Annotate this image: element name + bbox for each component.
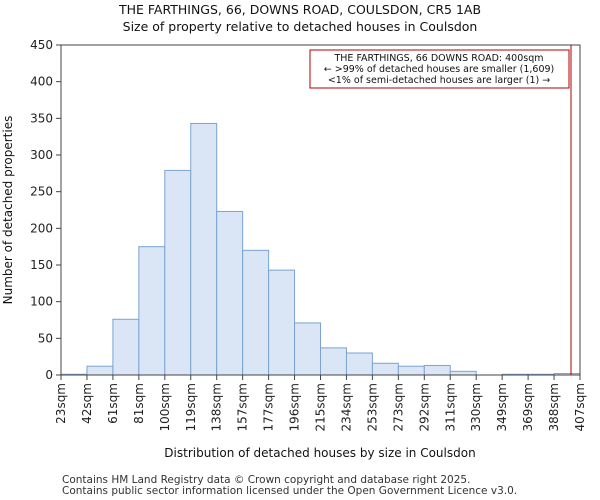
x-tick-label: 273sqm (391, 383, 405, 431)
y-axis: 0 50 100 150 200 250 300 350 400 450 (30, 38, 61, 382)
bar-81sqm (138, 246, 166, 376)
x-tick-label: 292sqm (417, 383, 431, 431)
y-tick-label: 200 (30, 221, 53, 235)
bar-138sqm (216, 210, 244, 376)
y-tick-label: 400 (30, 75, 53, 89)
y-tick-label: 100 (30, 295, 53, 309)
annotation-line-1: THE FARTHINGS, 66 DOWNS ROAD: 400sqm (333, 53, 543, 64)
x-tick-label: 369sqm (521, 383, 535, 431)
y-tick-label: 450 (30, 38, 53, 52)
x-tick-label: 215sqm (314, 383, 328, 431)
footer-line-2: Contains public sector information licen… (62, 485, 518, 497)
bars-group (60, 122, 581, 376)
y-tick-label: 300 (30, 148, 53, 162)
x-tick-label: 81sqm (132, 383, 146, 424)
y-tick-label: 50 (38, 331, 53, 345)
chart-title: THE FARTHINGS, 66, DOWNS ROAD, COULSDON,… (118, 2, 482, 17)
x-tick-label: 138sqm (210, 383, 224, 431)
annotation-box (309, 49, 570, 89)
x-tick-label: 407sqm (573, 383, 587, 431)
bar-157sqm (242, 249, 270, 376)
bar-100sqm (164, 169, 192, 376)
y-tick-label: 350 (30, 111, 53, 125)
x-tick-label: 330sqm (469, 383, 483, 431)
y-tick-label: 250 (30, 185, 53, 199)
bar-253sqm (371, 362, 399, 376)
x-tick-label: 119sqm (184, 383, 198, 431)
bar-292sqm (423, 364, 451, 376)
x-tick-label: 196sqm (288, 383, 302, 431)
x-tick-label: 42sqm (80, 383, 94, 424)
x-tick-label: 23sqm (54, 383, 68, 424)
annotation-line-3: <1% of semi-detached houses are larger (… (328, 75, 550, 86)
bar-119sqm (190, 122, 218, 376)
bar-196sqm (294, 322, 321, 376)
x-axis: 23sqm 42sqm 61sqm 81sqm 100sqm 119sqm 138sqm 15… (54, 375, 587, 431)
x-tick-label: 177sqm (262, 383, 276, 431)
annotation-line-2: ← >99% of detached houses are smaller (1… (324, 64, 555, 75)
bar-42sqm (86, 365, 114, 376)
footer-line-1: Contains HM Land Registry data © Crown c… (62, 474, 471, 486)
x-axis-label: Distribution of detached houses by size … (164, 446, 475, 460)
bar-234sqm (345, 352, 373, 376)
bar-273sqm (397, 365, 425, 376)
x-tick-label: 61sqm (106, 383, 120, 424)
chart-subtitle: Size of property relative to detached ho… (122, 19, 478, 34)
bar-177sqm (268, 269, 296, 376)
x-tick-label: 100sqm (158, 383, 172, 431)
bar-215sqm (320, 347, 347, 376)
y-axis-label: Number of detached properties (1, 116, 15, 305)
x-tick-label: 349sqm (495, 383, 509, 431)
bar-311sqm (449, 370, 477, 376)
bar-61sqm (112, 318, 140, 376)
plot-frame (60, 44, 581, 376)
x-tick-label: 234sqm (339, 383, 353, 431)
x-tick-label: 157sqm (236, 383, 250, 431)
y-tick-label: 150 (30, 258, 53, 272)
x-tick-label: 311sqm (443, 383, 457, 431)
y-tick-label: 0 (45, 368, 53, 382)
x-tick-label: 388sqm (547, 383, 561, 431)
x-tick-label: 253sqm (365, 383, 379, 431)
